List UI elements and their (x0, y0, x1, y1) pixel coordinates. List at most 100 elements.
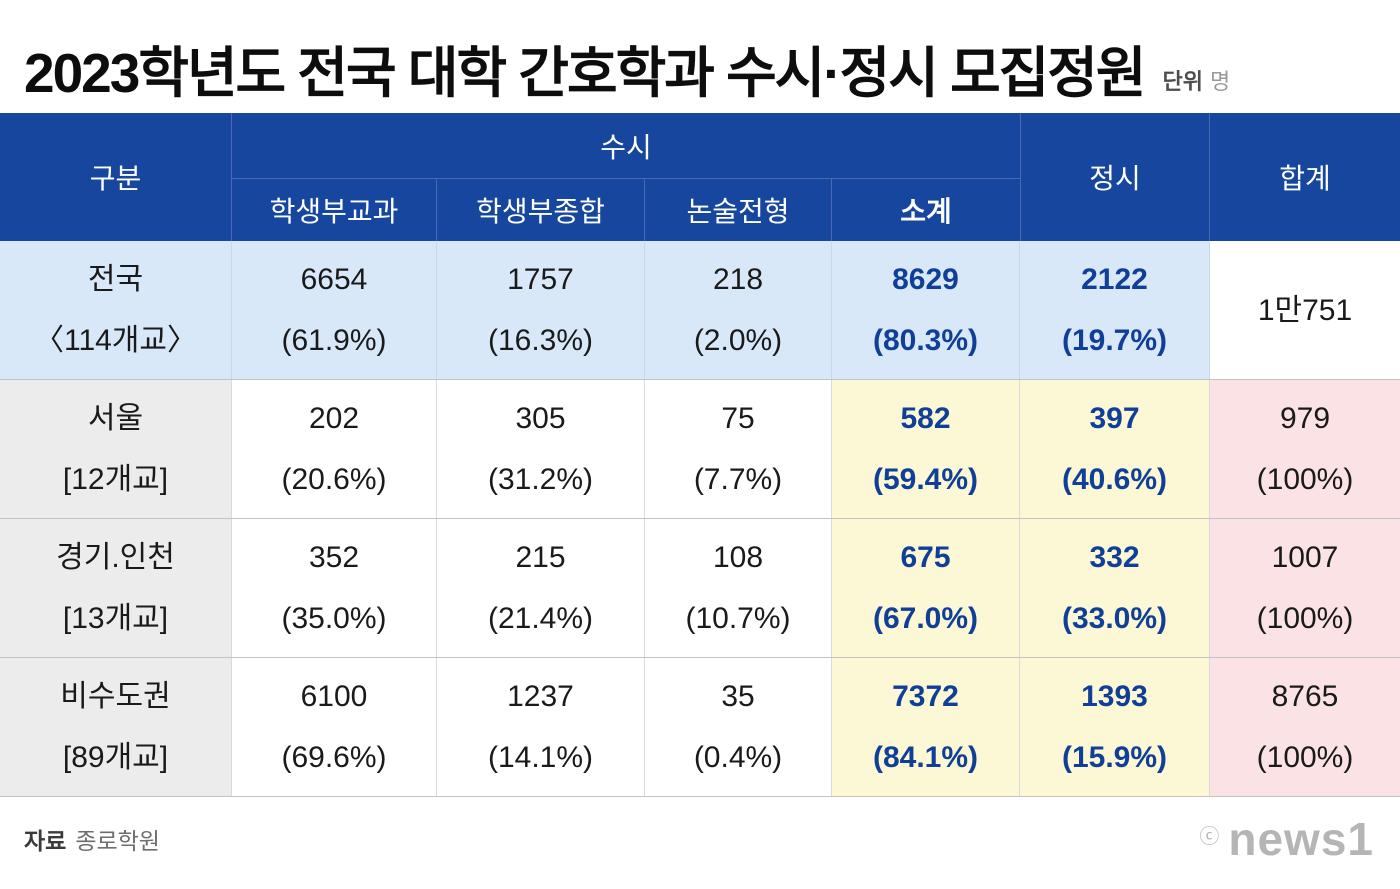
header-susi-group: 수시 (232, 113, 1020, 179)
cell-percent: (33.0%) (1061, 602, 1168, 635)
cell-percent: (67.0%) (872, 602, 979, 635)
cell-value: 2122 (1081, 263, 1148, 296)
cell-value: 7372 (892, 680, 959, 713)
news1-logo: ⓒ news1 (1199, 812, 1374, 866)
cell-jonghap: 305 (31.2%) (437, 380, 645, 518)
cell-percent: (35.0%) (281, 602, 387, 635)
cell-value: 1007 (1271, 541, 1339, 574)
cell-percent: (84.1%) (872, 741, 979, 774)
cell-percent: (59.4%) (872, 463, 979, 496)
cell-value: 675 (900, 541, 951, 574)
cell-value: 8765 (1271, 680, 1339, 713)
cell-susi-subtotal: 675 (67.0%) (832, 519, 1020, 657)
cell-jeongsi: 332 (33.0%) (1020, 519, 1210, 657)
header-susi-nonsul: 논술전형 (645, 179, 832, 241)
cell-jeongsi: 2122 (19.7%) (1020, 241, 1210, 379)
header-category: 구분 (0, 113, 232, 241)
page-title: 2023학년도 전국 대학 간호학과 수시·정시 모집정원 (24, 42, 1146, 105)
header-susi-subtotal: 소계 (900, 196, 952, 227)
cell-value: 352 (308, 541, 360, 574)
region-name: 경기.인천 (56, 541, 175, 574)
cell-value: 397 (1089, 402, 1140, 435)
row-header-cell: 비수도권 [89개교] (0, 658, 232, 796)
table-row-non-capital: 비수도권 [89개교] 6100 (69.6%) 1237 (14.1%) 35… (0, 658, 1400, 797)
header-jeongsi: 정시 (1020, 113, 1210, 241)
unit-note: 단위 명 (1162, 64, 1230, 103)
cell-value: 6100 (300, 680, 368, 713)
cell-nonsul: 218 (2.0%) (645, 241, 832, 379)
table-row-seoul: 서울 [12개교] 202 (20.6%) 305 (31.2%) 75 (7.… (0, 380, 1400, 519)
cell-percent: (80.3%) (872, 324, 979, 357)
row-header-cell: 경기.인천 [13개교] (0, 519, 232, 657)
region-name: 전국 (87, 263, 144, 296)
cell-gyogwa: 6654 (61.9%) (232, 241, 437, 379)
row-header-cell: 전국 〈114개교〉 (0, 241, 232, 379)
cell-jonghap: 1757 (16.3%) (437, 241, 645, 379)
cell-value: 332 (1089, 541, 1140, 574)
table-header: 구분 수시 학생부교과 학생부종합 논술전형 소계 정시 합계 (0, 113, 1400, 241)
source-note: 자료 종로학원 (24, 822, 160, 856)
cell-percent: (21.4%) (487, 602, 594, 635)
cell-percent: (100%) (1256, 463, 1354, 496)
cell-value: 35 (721, 680, 755, 713)
cell-susi-subtotal: 582 (59.4%) (832, 380, 1020, 518)
cell-total: 979 (100%) (1210, 380, 1400, 518)
cell-percent: (16.3%) (487, 324, 594, 357)
cell-value: 582 (900, 402, 951, 435)
cell-percent: (100%) (1256, 602, 1354, 635)
cell-gyogwa: 6100 (69.6%) (232, 658, 437, 796)
region-name: 서울 (87, 402, 144, 435)
cell-nonsul: 35 (0.4%) (645, 658, 832, 796)
cell-percent: (19.7%) (1061, 324, 1168, 357)
cell-value: 1만751 (1257, 293, 1353, 327)
cell-jeongsi: 1393 (15.9%) (1020, 658, 1210, 796)
region-school-count: [12개교] (62, 463, 169, 496)
cell-value: 202 (308, 402, 360, 435)
cell-percent: (20.6%) (281, 463, 387, 496)
admission-quota-table: 구분 수시 학생부교과 학생부종합 논술전형 소계 정시 합계 전국 〈114개… (0, 113, 1400, 797)
cell-value: 108 (712, 541, 764, 574)
cell-percent: (0.4%) (693, 741, 783, 774)
cell-percent: (61.9%) (281, 324, 387, 357)
cell-percent: (31.2%) (487, 463, 594, 496)
cell-value: 1393 (1081, 680, 1148, 713)
cell-percent: (69.6%) (281, 741, 387, 774)
table-row-gyeonggi-incheon: 경기.인천 [13개교] 352 (35.0%) 215 (21.4%) 108… (0, 519, 1400, 658)
title-bar: 2023학년도 전국 대학 간호학과 수시·정시 모집정원 단위 명 (0, 0, 1400, 113)
cell-value: 6654 (300, 263, 368, 296)
source-value: 종로학원 (75, 828, 160, 854)
region-school-count: 〈114개교〉 (33, 324, 198, 357)
cell-gyogwa: 352 (35.0%) (232, 519, 437, 657)
cell-total: 8765 (100%) (1210, 658, 1400, 796)
unit-value: 명 (1209, 69, 1231, 94)
cell-percent: (15.9%) (1061, 741, 1168, 774)
cell-value: 305 (515, 402, 566, 435)
region-school-count: [13개교] (62, 602, 169, 635)
cell-value: 8629 (892, 263, 959, 296)
footer: 자료 종로학원 ⓒ news1 (0, 797, 1400, 887)
copyright-icon: ⓒ (1199, 826, 1221, 848)
source-label: 자료 (24, 828, 67, 854)
cell-value: 218 (712, 263, 764, 296)
table-row-nationwide: 전국 〈114개교〉 6654 (61.9%) 1757 (16.3%) 218… (0, 241, 1400, 380)
cell-value: 979 (1279, 402, 1331, 435)
cell-value: 1757 (507, 263, 574, 296)
cell-susi-subtotal: 8629 (80.3%) (832, 241, 1020, 379)
cell-gyogwa: 202 (20.6%) (232, 380, 437, 518)
cell-jeongsi: 397 (40.6%) (1020, 380, 1210, 518)
cell-percent: (7.7%) (693, 463, 783, 496)
cell-jonghap: 215 (21.4%) (437, 519, 645, 657)
cell-value: 75 (721, 402, 755, 435)
cell-nonsul: 108 (10.7%) (645, 519, 832, 657)
row-header-cell: 서울 [12개교] (0, 380, 232, 518)
cell-percent: (10.7%) (685, 602, 791, 635)
cell-value: 215 (515, 541, 566, 574)
cell-value: 1237 (507, 680, 574, 713)
cell-nonsul: 75 (7.7%) (645, 380, 832, 518)
unit-label: 단위 (1162, 69, 1203, 94)
cell-jonghap: 1237 (14.1%) (437, 658, 645, 796)
table-body: 전국 〈114개교〉 6654 (61.9%) 1757 (16.3%) 218… (0, 241, 1400, 797)
cell-total: 1007 (100%) (1210, 519, 1400, 657)
cell-percent: (14.1%) (487, 741, 594, 774)
